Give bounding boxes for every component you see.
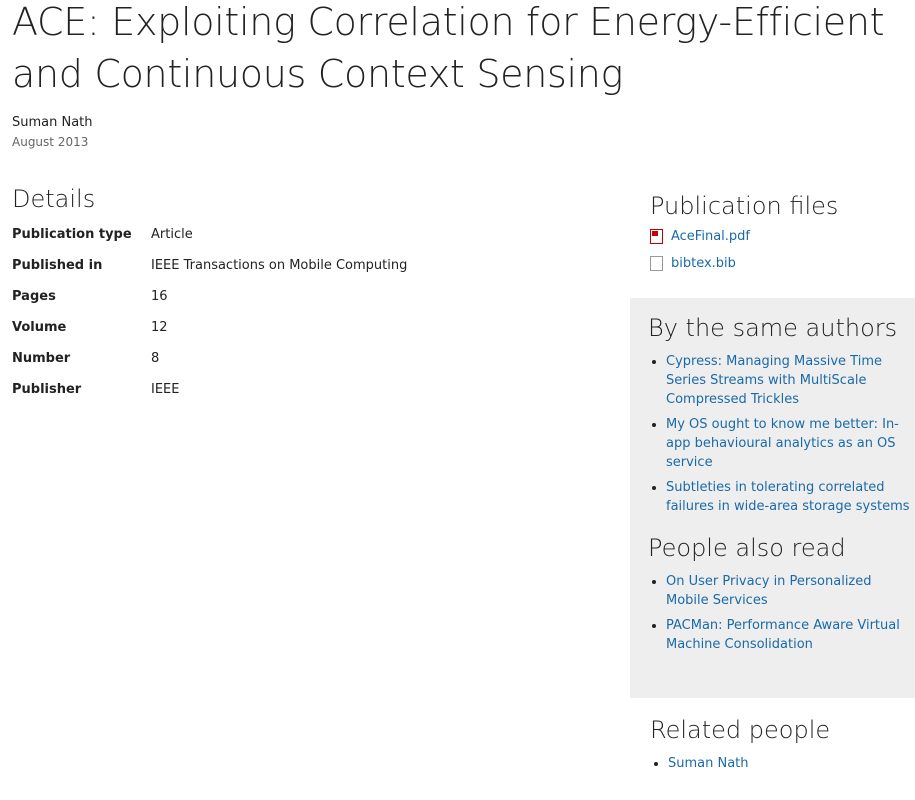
file-item: bibtex.bib	[650, 253, 838, 274]
detail-value: 16	[151, 289, 168, 304]
pdf-icon	[650, 229, 663, 244]
file-link[interactable]: AceFinal.pdf	[671, 229, 750, 244]
detail-value: 8	[151, 351, 160, 366]
publication-link[interactable]: My OS ought to know me better: In-app be…	[666, 417, 899, 470]
publication-link[interactable]: PACMan: Performance Aware Virtual Machin…	[666, 618, 900, 652]
detail-label: Pages	[12, 289, 56, 304]
publication-link[interactable]: Suman Nath	[668, 756, 749, 771]
detail-value: 12	[151, 320, 168, 335]
detail-row: Pages 16	[12, 289, 407, 320]
file-icon	[650, 256, 663, 271]
related-people: Related people Suman Nath	[650, 716, 830, 779]
detail-label: Published in	[12, 258, 103, 273]
same-authors-list: Cypress: Managing Massive Time Series St…	[630, 352, 915, 516]
detail-row: Number 8	[12, 351, 407, 382]
publication-date: August 2013	[12, 135, 89, 149]
same-authors-heading: By the same authors	[648, 314, 898, 342]
also-read-heading: People also read	[648, 534, 846, 562]
detail-value: IEEE Transactions on Mobile Computing	[151, 258, 408, 273]
detail-row: Publication type Article	[12, 227, 407, 258]
detail-label: Publisher	[12, 382, 82, 397]
publication-link[interactable]: On User Privacy in Personalized Mobile S…	[666, 574, 872, 608]
list-item: Subtleties in tolerating correlated fail…	[666, 478, 915, 516]
list-item: Suman Nath	[668, 754, 830, 773]
detail-value: Article	[151, 227, 193, 242]
list-item: Cypress: Managing Massive Time Series St…	[666, 352, 915, 409]
list-item: On User Privacy in Personalized Mobile S…	[666, 572, 915, 610]
file-link[interactable]: bibtex.bib	[671, 256, 736, 271]
details-section: Details Publication type Article Published…	[12, 185, 407, 413]
detail-row: Publisher IEEE	[12, 382, 407, 413]
detail-label: Publication type	[12, 227, 132, 242]
page-title: ACE: Exploiting Correlation for Energy-E…	[12, 0, 885, 96]
detail-label: Volume	[12, 320, 67, 335]
publication-files: Publication files AceFinal.pdf bibtex.bi…	[650, 192, 838, 274]
list-item: My OS ought to know me better: In-app be…	[666, 415, 915, 472]
related-heading: Related people	[650, 716, 831, 744]
files-heading: Publication files	[650, 192, 839, 220]
detail-label: Number	[12, 351, 71, 366]
related-people-list: Suman Nath	[650, 754, 830, 773]
author: Suman Nath	[12, 115, 93, 130]
list-item: PACMan: Performance Aware Virtual Machin…	[666, 616, 915, 654]
related-panel: By the same authors Cypress: Managing Ma…	[630, 298, 915, 698]
detail-value: IEEE	[151, 382, 180, 397]
detail-row: Volume 12	[12, 320, 407, 351]
file-item: AceFinal.pdf	[650, 226, 838, 247]
publication-link[interactable]: Subtleties in tolerating correlated fail…	[666, 480, 910, 514]
detail-row: Published in IEEE Transactions on Mobile …	[12, 258, 407, 289]
publication-link[interactable]: Cypress: Managing Massive Time Series St…	[666, 354, 882, 407]
also-read-list: On User Privacy in Personalized Mobile S…	[630, 572, 915, 654]
details-heading: Details	[12, 185, 96, 213]
